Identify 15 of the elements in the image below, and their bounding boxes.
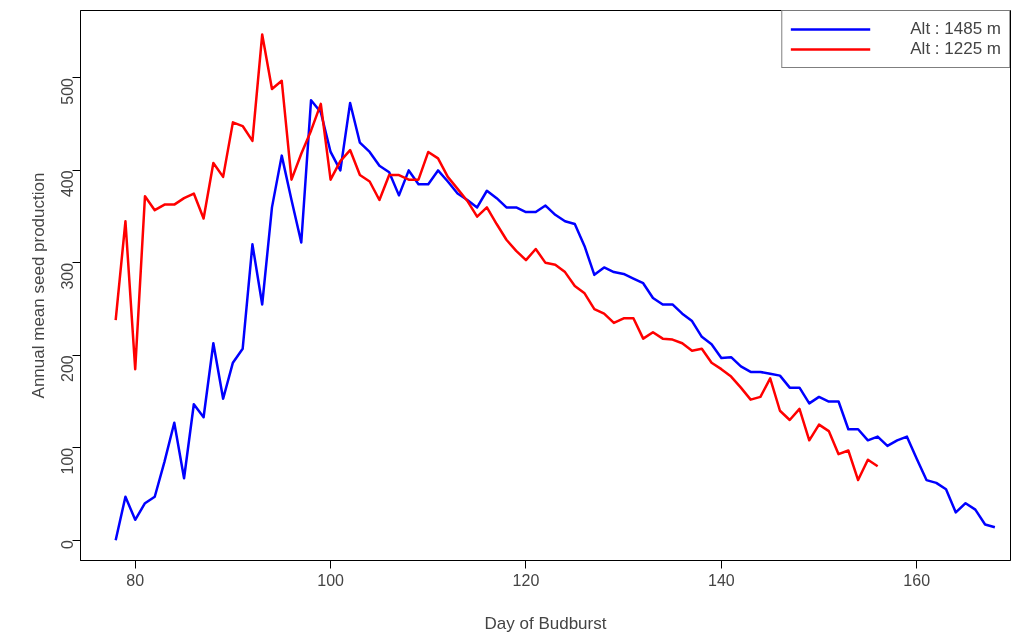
y-tick-label: 100	[59, 447, 77, 475]
y-tick-label: 500	[59, 77, 77, 105]
y-tick-label: 400	[59, 170, 77, 198]
x-tick-label: 160	[903, 571, 931, 589]
x-tick-label: 80	[126, 571, 145, 589]
x-tick-label: 120	[512, 571, 540, 589]
y-tick-label: 300	[59, 262, 77, 290]
x-axis-title: Day of Budburst	[484, 613, 607, 633]
legend-label: Alt : 1225 m	[910, 39, 1001, 59]
y-tick-label: 200	[59, 355, 77, 382]
legend-label: Alt : 1485 m	[910, 19, 1001, 39]
y-tick-label: 0	[59, 540, 77, 550]
x-tick-label: 100	[317, 571, 345, 589]
x-tick-label: 140	[707, 571, 735, 589]
y-axis-title: Annual mean seed production	[28, 172, 48, 399]
